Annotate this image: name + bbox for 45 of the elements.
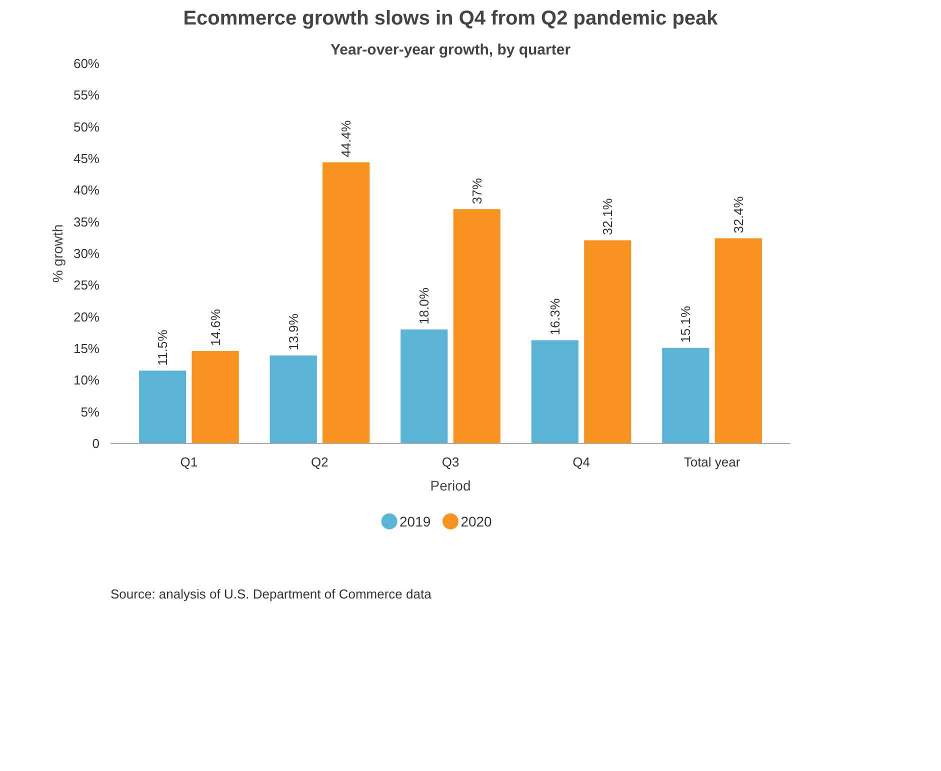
x-tick-label: Total year [684,454,741,470]
x-tick-label: Q1 [180,454,198,470]
y-tick-label: 45% [73,151,100,166]
data-label: 37% [469,178,484,204]
y-tick-label: 20% [73,309,100,324]
data-label: 32.1% [600,198,616,236]
data-label: 13.9% [286,313,301,350]
bar [270,355,317,444]
source-note: Source: analysis of U.S. Department of Commerce data [110,586,432,602]
data-label: 15.1% [678,306,694,343]
legend-label: 2019 [400,513,431,530]
y-tick-label: 40% [73,182,100,198]
bar [322,162,370,444]
data-label: 14.6% [208,308,223,346]
y-tick-label: 5% [80,404,100,420]
y-tick-label: 0 [92,436,100,451]
y-tick-label: 10% [73,372,100,388]
bar [400,330,448,444]
data-label: 32.4% [730,196,746,234]
bar [662,348,710,444]
x-tick-label: Q2 [311,454,328,470]
data-label: 44.4% [338,120,354,158]
data-label: 18.0% [416,287,432,324]
data-label: 16.3% [547,298,562,336]
y-tick-label: 35% [73,214,100,230]
bar [192,351,239,444]
legend-label: 2020 [460,513,492,530]
y-tick-label: 30% [73,246,100,261]
bar [139,370,186,444]
x-axis-title: Period [430,478,471,494]
y-tick-label: 60% [73,56,100,71]
y-tick-label: 15% [73,341,100,356]
x-tick-label: Q3 [442,454,460,470]
y-tick-label: 50% [73,119,100,134]
y-axis-title: % growth [49,224,66,283]
bar [584,240,632,444]
chart-title: Ecommerce growth slows in Q4 from Q2 pandemic peak [183,8,719,30]
x-tick-label: Q4 [572,454,590,470]
bar [453,209,500,444]
data-label: 11.5% [155,329,170,366]
bar [531,340,578,444]
bar [714,238,762,444]
y-tick-label: 25% [73,278,100,293]
y-tick-label: 55% [73,88,100,103]
chart-subtitle: Year-over-year growth, by quarter [330,42,571,58]
